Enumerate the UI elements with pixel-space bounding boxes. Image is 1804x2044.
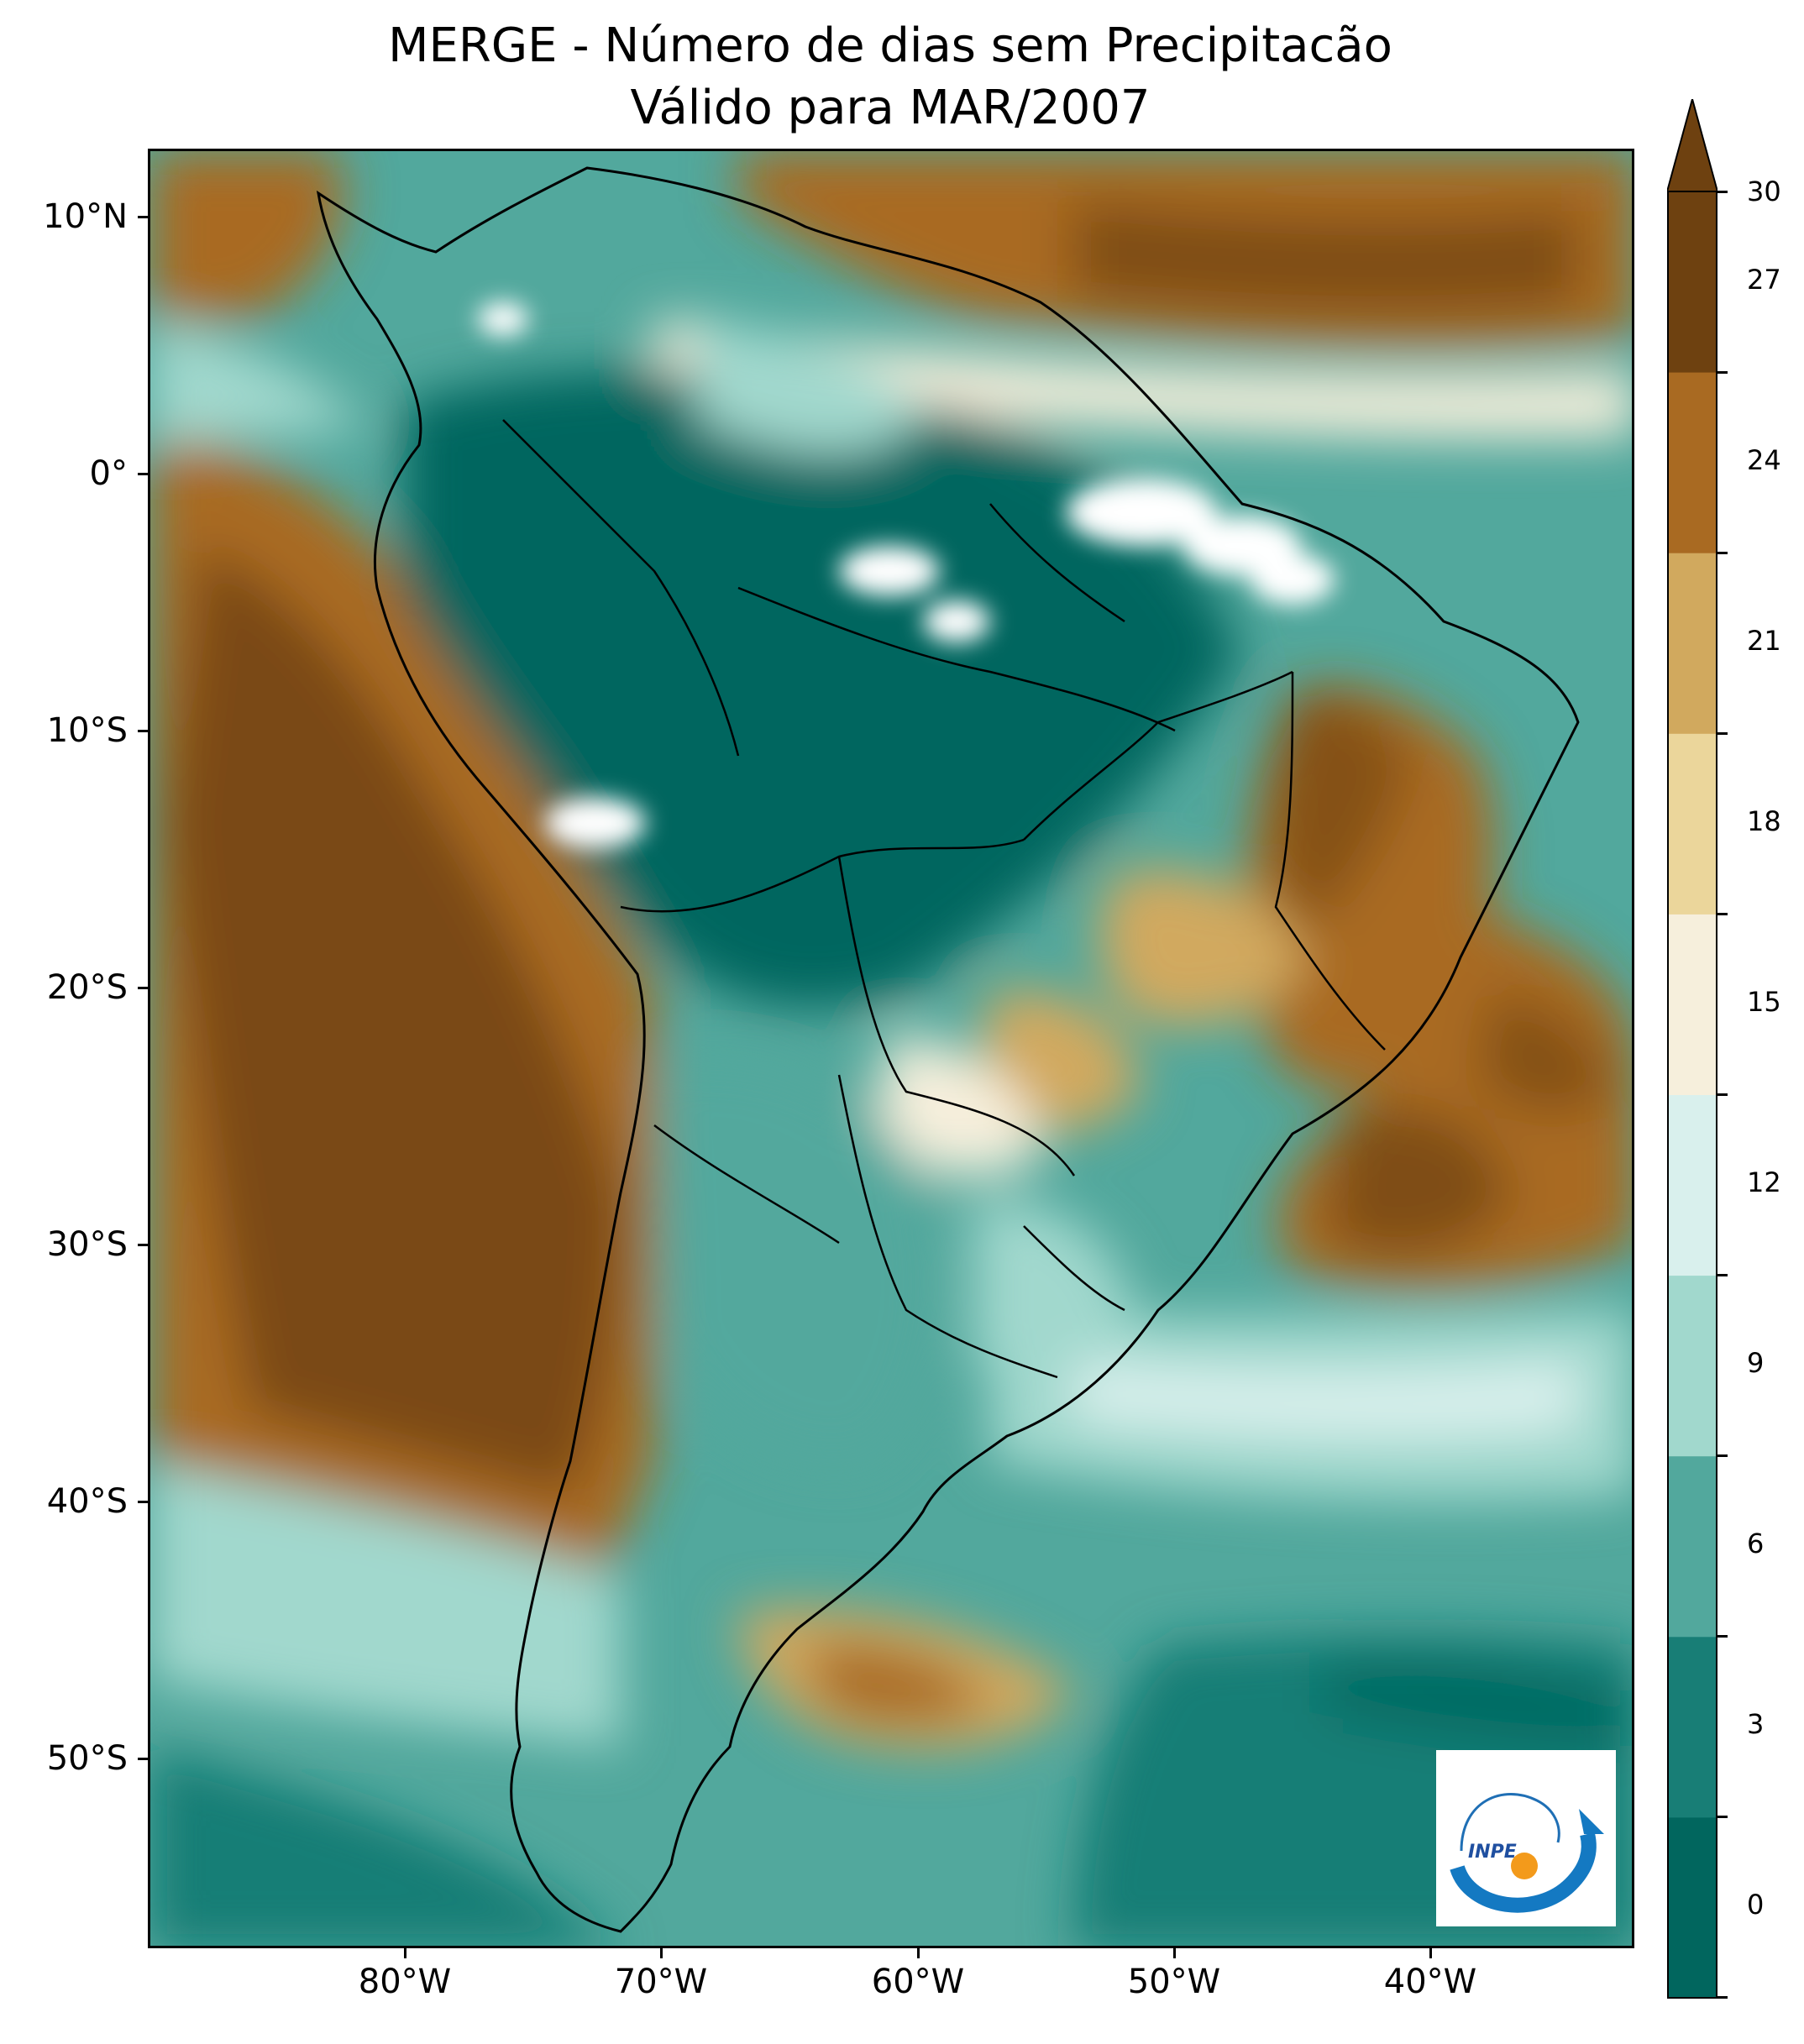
precipitation-map xyxy=(150,151,1632,1946)
map-panel xyxy=(148,149,1634,1948)
colorbar-tick xyxy=(1717,552,1728,554)
colorbar-tick xyxy=(1717,1635,1728,1638)
inpe-logo-text: INPE xyxy=(1468,1842,1517,1863)
lat-label: 40°S xyxy=(46,1482,128,1521)
lon-label: 80°W xyxy=(358,1963,452,2001)
lon-tick xyxy=(1173,1948,1176,1958)
colorbar-tick xyxy=(1717,1996,1728,1999)
colorbar-tick-label: 24 xyxy=(1747,444,1781,476)
lat-label: 0° xyxy=(89,454,128,493)
colorbar-tick xyxy=(1717,1816,1728,1818)
colorbar-tick-label: 18 xyxy=(1747,805,1781,837)
colorbar-tick-label: 6 xyxy=(1747,1528,1765,1559)
colorbar-tick xyxy=(1717,191,1728,193)
colorbar-segment xyxy=(1668,191,1717,373)
lat-tick xyxy=(138,987,148,989)
colorbar-tick xyxy=(1717,371,1728,374)
colorbar-tick xyxy=(1717,1454,1728,1457)
colorbar-segment xyxy=(1668,372,1717,553)
map-subtitle: Válido para MAR/2007 xyxy=(630,81,1151,135)
colorbar-tick-label: 30 xyxy=(1747,176,1781,207)
lat-tick xyxy=(138,216,148,218)
inpe-logo-icon: INPE xyxy=(1450,1793,1604,1913)
lat-tick xyxy=(138,1501,148,1503)
colorbar-segment xyxy=(1668,1816,1717,1999)
lon-tick xyxy=(1429,1948,1432,1958)
colorbar-tick xyxy=(1717,732,1728,735)
lat-tick xyxy=(138,1244,148,1246)
colorbar-segment xyxy=(1668,733,1717,915)
colorbar-segment xyxy=(1668,1636,1717,1818)
colorbar-segment xyxy=(1668,553,1717,734)
lat-label: 50°S xyxy=(46,1739,128,1778)
colorbar-segment xyxy=(1668,1275,1717,1457)
colorbar-tick-label: 27 xyxy=(1747,264,1781,296)
colorbar-tick-label: 3 xyxy=(1747,1708,1765,1740)
lat-label: 10°S xyxy=(46,711,128,750)
colorbar-tick-label: 21 xyxy=(1747,625,1781,657)
colorbar-tick xyxy=(1717,913,1728,915)
colorbar-tick xyxy=(1717,1274,1728,1276)
lat-tick xyxy=(138,473,148,475)
colorbar-tick-label: 0 xyxy=(1747,1889,1765,1921)
colorbar-segment xyxy=(1668,914,1717,1095)
lat-label: 10°N xyxy=(43,197,128,236)
lon-label: 40°W xyxy=(1383,1963,1477,2001)
colorbar xyxy=(1667,99,1717,1999)
lon-tick xyxy=(917,1948,920,1958)
lon-label: 60°W xyxy=(871,1963,965,2001)
lat-tick xyxy=(138,1758,148,1760)
colorbar-tick-label: 12 xyxy=(1747,1166,1781,1198)
colorbar-tick xyxy=(1717,1093,1728,1096)
colorbar-segment xyxy=(1668,1094,1717,1276)
colorbar-tick-label: 15 xyxy=(1747,986,1781,1018)
lat-label: 30°S xyxy=(46,1225,128,1264)
inpe-logo: INPE xyxy=(1436,1750,1616,1926)
lon-tick xyxy=(404,1948,406,1958)
colorbar-tick-label: 9 xyxy=(1747,1347,1765,1379)
lon-label: 70°W xyxy=(614,1963,708,2001)
lat-label: 20°S xyxy=(46,968,128,1007)
colorbar-extend-arrow xyxy=(1667,99,1717,192)
colorbar-segment xyxy=(1668,1455,1717,1638)
lon-tick xyxy=(660,1948,663,1958)
map-title: MERGE - Número de dias sem Precipitacão xyxy=(388,18,1392,73)
lat-tick xyxy=(138,730,148,732)
lon-label: 50°W xyxy=(1127,1963,1221,2001)
